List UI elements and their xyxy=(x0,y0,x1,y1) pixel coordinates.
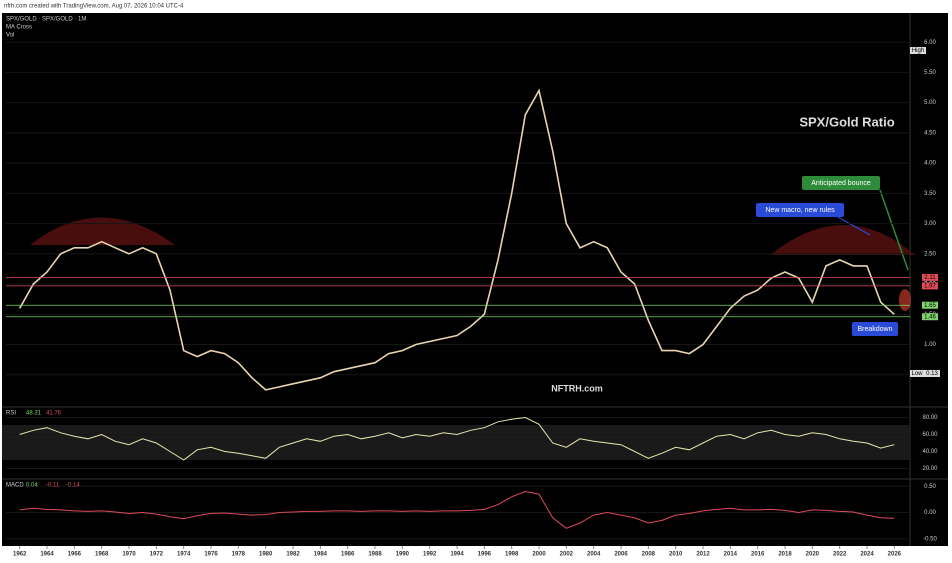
low-tag xyxy=(910,370,940,377)
x-tick-label: 1982 xyxy=(286,552,300,558)
low-value: 0.13 xyxy=(926,371,938,377)
readout: -0.14 xyxy=(66,483,80,489)
x-tick-label: 1990 xyxy=(396,552,410,558)
y-tick-label: 4.00 xyxy=(924,161,936,167)
x-tick-label: 1988 xyxy=(368,552,382,558)
readout: 41.76 xyxy=(46,411,62,417)
y-tick-label: 3.00 xyxy=(924,221,936,227)
x-tick-label: 1968 xyxy=(95,552,109,558)
level-label: 2.11 xyxy=(924,275,936,281)
x-tick-label: 1970 xyxy=(122,552,136,558)
series-line xyxy=(19,490,895,529)
rsi-band xyxy=(2,425,910,460)
x-tick-label: 1992 xyxy=(423,552,437,558)
series-line xyxy=(19,88,895,391)
x-tick-label: 1998 xyxy=(505,552,519,558)
vol: Vol xyxy=(6,33,14,39)
y-tick-label: 60.00 xyxy=(922,432,938,438)
y-tick-label: 20.00 xyxy=(922,466,938,472)
x-tick-label: 1980 xyxy=(259,552,273,558)
y-tick-label: 5.00 xyxy=(924,100,936,106)
y-tick-label: 4.50 xyxy=(924,130,936,136)
annotation: Anticipated bounce xyxy=(811,180,871,187)
x-tick-label: 2006 xyxy=(614,552,628,558)
series-line xyxy=(19,416,895,461)
readout: 48.31 xyxy=(26,411,42,417)
level-tag xyxy=(922,273,938,281)
symbol: SPX/GOLD · SPX/GOLD · 1M xyxy=(6,17,86,23)
x-tick-label: 2016 xyxy=(751,552,765,558)
x-tick-label: 1986 xyxy=(341,552,355,558)
high-label: High xyxy=(912,48,924,54)
arrow xyxy=(879,189,909,271)
x-tick-label: 1966 xyxy=(68,552,82,558)
level-tag xyxy=(922,301,938,309)
x-tick-label: 1964 xyxy=(40,552,54,558)
pane-title: RSI xyxy=(6,411,16,417)
x-tick-label: 1978 xyxy=(232,552,246,558)
y-tick-label: 0.00 xyxy=(924,510,936,516)
x-tick-label: 2002 xyxy=(560,552,574,558)
annotation-box xyxy=(802,176,880,190)
x-tick-label: 1976 xyxy=(204,552,218,558)
annotation-box xyxy=(756,203,844,217)
y-tick-label: 40.00 xyxy=(922,449,938,455)
dome xyxy=(30,217,175,245)
x-tick-label: 1996 xyxy=(478,552,492,558)
level-label: 1.97 xyxy=(924,283,936,289)
dome xyxy=(770,225,915,255)
readout: -0.11 xyxy=(46,483,60,489)
level-label: 1.65 xyxy=(924,303,936,309)
level-tag xyxy=(922,282,938,290)
y-tick-label: 6.00 xyxy=(924,40,936,46)
panel xyxy=(2,13,948,546)
ma: MA Cross xyxy=(6,25,32,31)
arrow xyxy=(837,216,871,236)
readout: 0.04 xyxy=(26,483,38,489)
source: nfrh.com created with TradingView.com, A… xyxy=(4,4,184,10)
x-tick-label: 2018 xyxy=(778,552,792,558)
x-tick-label: 2014 xyxy=(724,552,738,558)
x-tick-label: 2022 xyxy=(833,552,847,558)
y-tick-label: 0.50 xyxy=(924,484,936,490)
annotation: New macro, new rules xyxy=(765,207,835,214)
y-tick-label: 3.50 xyxy=(924,191,936,197)
x-tick-label: 2012 xyxy=(696,552,710,558)
x-tick-label: 1994 xyxy=(450,552,464,558)
low-label: Low xyxy=(911,371,923,377)
annotation: Breakdown xyxy=(857,326,892,333)
x-tick-label: 2024 xyxy=(860,552,874,558)
chart-title: SPX/Gold Ratio xyxy=(799,114,894,129)
level-label: 1.46 xyxy=(924,314,936,320)
y-tick-label: 2.50 xyxy=(924,251,936,257)
x-tick-label: 1962 xyxy=(13,552,27,558)
y-tick-label: 1.00 xyxy=(924,342,936,348)
level-tag xyxy=(922,313,938,321)
x-tick-label: 1984 xyxy=(314,552,328,558)
y-tick-label: 5.50 xyxy=(924,70,936,76)
high-tag xyxy=(910,47,926,54)
breakdown-marker xyxy=(899,289,911,311)
x-tick-label: 2010 xyxy=(669,552,683,558)
x-tick-label: 2026 xyxy=(888,552,902,558)
x-tick-label: 1972 xyxy=(150,552,164,558)
y-tick-label: -0.50 xyxy=(923,536,937,542)
x-tick-label: 2000 xyxy=(532,552,546,558)
x-tick-label: 1974 xyxy=(177,552,191,558)
annotation-box xyxy=(852,322,898,336)
y-tick-label: 80.00 xyxy=(922,415,938,421)
watermark: NFTRH.com xyxy=(551,383,603,393)
pane-title: MACD xyxy=(6,483,24,489)
x-tick-label: 2004 xyxy=(587,552,601,558)
x-tick-label: 2008 xyxy=(642,552,656,558)
x-tick-label: 2020 xyxy=(806,552,820,558)
